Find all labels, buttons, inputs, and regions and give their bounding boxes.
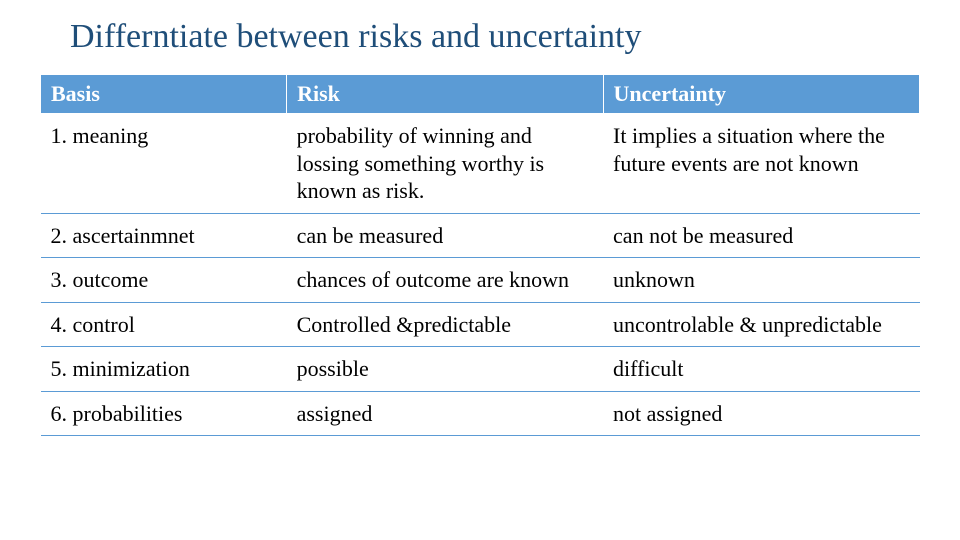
table-row: 6. probabilities assigned not assigned <box>41 391 920 436</box>
cell-uncertainty: unknown <box>603 258 919 303</box>
slide-title: Differntiate between risks and uncertain… <box>70 18 920 56</box>
table-row: 2. ascertainmnet can be measured can not… <box>41 213 920 258</box>
cell-risk: assigned <box>287 391 603 436</box>
table-header-row: Basis Risk Uncertainty <box>41 75 920 114</box>
cell-uncertainty: uncontrolable & unpredictable <box>603 302 919 347</box>
table-row: 4. control Controlled &predictable uncon… <box>41 302 920 347</box>
cell-uncertainty: difficult <box>603 347 919 392</box>
cell-risk: chances of outcome are known <box>287 258 603 303</box>
cell-basis: 6. probabilities <box>41 391 287 436</box>
table-row: 5. minimization possible difficult <box>41 347 920 392</box>
table-row: 1. meaning probability of winning and lo… <box>41 114 920 214</box>
cell-risk: can be measured <box>287 213 603 258</box>
col-header-risk: Risk <box>287 75 603 114</box>
cell-risk: Controlled &predictable <box>287 302 603 347</box>
cell-risk: probability of winning and lossing somet… <box>287 114 603 214</box>
col-header-basis: Basis <box>41 75 287 114</box>
comparison-table: Basis Risk Uncertainty 1. meaning probab… <box>40 74 920 436</box>
cell-basis: 2. ascertainmnet <box>41 213 287 258</box>
table-row: 3. outcome chances of outcome are known … <box>41 258 920 303</box>
cell-basis: 1. meaning <box>41 114 287 214</box>
cell-uncertainty: It implies a situation where the future … <box>603 114 919 214</box>
col-header-uncertainty: Uncertainty <box>603 75 919 114</box>
cell-basis: 3. outcome <box>41 258 287 303</box>
cell-basis: 5. minimization <box>41 347 287 392</box>
cell-uncertainty: not assigned <box>603 391 919 436</box>
cell-risk: possible <box>287 347 603 392</box>
cell-uncertainty: can not be measured <box>603 213 919 258</box>
cell-basis: 4. control <box>41 302 287 347</box>
slide: Differntiate between risks and uncertain… <box>0 0 960 540</box>
